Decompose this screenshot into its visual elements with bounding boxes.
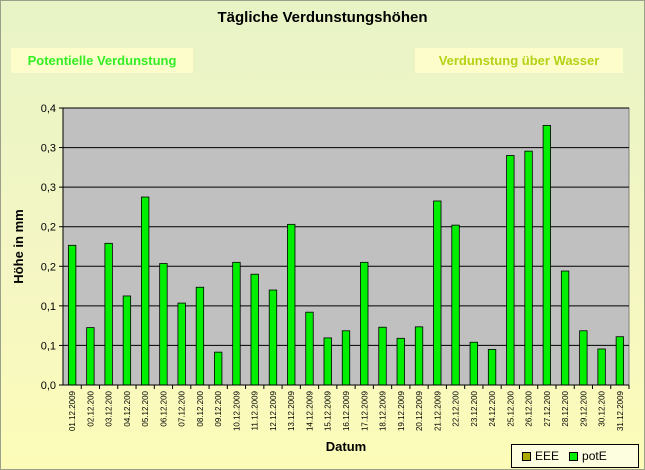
x-tick-label: 11.12.2009 — [251, 390, 260, 430]
x-tick-label: 28.12.200 — [561, 390, 570, 426]
bar — [159, 263, 168, 386]
legend-item-pote: potE — [569, 449, 607, 463]
x-tick-label: 04.12.200 — [123, 390, 132, 426]
note-water-evaporation: Verdunstung über Wasser — [415, 48, 623, 73]
legend-label-pote: potE — [582, 449, 607, 463]
bar — [195, 286, 205, 386]
bar — [414, 326, 424, 386]
note-potential-evaporation: Potentielle Verdunstung — [11, 48, 193, 73]
chart-title: Tägliche Verdunstungshöhen — [217, 9, 428, 26]
bar — [141, 196, 150, 386]
x-tick-label: 24.12.200 — [488, 390, 497, 426]
y-tick-labels: 0,0 0,1 0,1 0,2 0,2 0,3 0,3 0,4 — [41, 103, 56, 392]
bar — [214, 351, 223, 386]
bar — [597, 348, 606, 386]
bar — [378, 326, 387, 386]
x-tick-label: 29.12.200 — [579, 390, 588, 426]
legend-swatch-eee — [522, 451, 531, 461]
bar — [268, 289, 278, 386]
bar — [615, 336, 625, 386]
legend-item-eee: EEE — [522, 449, 559, 463]
x-tick-label: 30.12.200 — [598, 390, 607, 426]
y-tick-label: 0,2 — [41, 261, 56, 273]
bar — [287, 223, 296, 386]
x-tick-label: 20.12.2009 — [415, 390, 424, 431]
x-tick-label: 07.12.200 — [178, 390, 187, 426]
bar — [451, 224, 460, 386]
x-tick-label: 06.12.200 — [159, 390, 168, 426]
x-tick-label: 17.12.2009 — [360, 390, 369, 431]
x-tick-label: 27.12.200 — [543, 390, 552, 426]
x-tick-label: 09.12.200 — [214, 390, 223, 426]
x-tick-label: 15.12.2009 — [324, 390, 333, 431]
bar — [323, 337, 332, 386]
x-tick-label: 01.12.2009 — [68, 390, 77, 431]
x-tick-label: 12.12.2009 — [269, 390, 278, 431]
x-axis-title: Datum — [326, 439, 366, 454]
x-tick-label: 21.12.2009 — [433, 390, 442, 431]
legend-swatch-pote — [569, 451, 579, 461]
x-tick-label: 31.12.2009 — [616, 390, 625, 431]
x-tick-label: 14.12.2009 — [305, 390, 314, 431]
gridlines — [63, 107, 629, 346]
legend: EEE potE — [511, 444, 639, 468]
x-tick-label: 19.12.2009 — [397, 390, 406, 431]
legend-label-eee: EEE — [535, 449, 560, 463]
bar — [524, 150, 533, 386]
x-tick-label: 22.12.200 — [452, 390, 461, 426]
bar — [542, 125, 551, 386]
x-tick-label: 10.12.2009 — [232, 390, 241, 431]
bar — [232, 261, 241, 386]
bar — [396, 337, 405, 386]
x-tick-label: 18.12.2009 — [379, 390, 388, 431]
bar — [469, 341, 478, 386]
x-tick-label: 26.12.200 — [525, 390, 534, 426]
bar — [305, 311, 314, 386]
x-tick-label: 13.12.2009 — [287, 390, 296, 431]
bar — [560, 270, 570, 386]
bar — [104, 242, 113, 386]
bar — [67, 244, 77, 386]
bar — [360, 261, 369, 386]
bar — [487, 348, 497, 386]
x-tick-labels: 01.12.2009 02.12.200 03.12.200 04.12.200 05.… — [68, 390, 625, 431]
bar — [506, 155, 515, 386]
x-tick-label: 25.12.200 — [506, 390, 515, 426]
bar — [86, 327, 95, 386]
bar — [341, 330, 351, 386]
x-tick-label: 08.12.200 — [196, 390, 205, 426]
x-tick-label: 03.12.200 — [105, 390, 114, 426]
bar — [579, 330, 588, 386]
x-tick-label: 16.12.2009 — [342, 390, 351, 431]
y-tick-label: 0,2 — [41, 222, 56, 234]
y-tick-label: 0,3 — [41, 143, 56, 155]
axes — [59, 107, 630, 389]
y-tick-label: 0,1 — [41, 340, 56, 352]
x-tick-label: 23.12.200 — [470, 390, 479, 426]
y-axis-title: Höhe in mm — [11, 209, 26, 283]
y-tick-label: 0,1 — [41, 301, 56, 313]
bar — [122, 295, 132, 386]
bar — [177, 302, 186, 386]
y-tick-label: 0,3 — [41, 182, 56, 194]
bar — [433, 200, 442, 386]
x-tick-label: 02.12.200 — [86, 390, 95, 426]
y-tick-label: 0,0 — [41, 380, 56, 392]
y-tick-label: 0,4 — [41, 103, 56, 115]
x-tick-label: 05.12.200 — [141, 390, 150, 426]
bar — [250, 273, 259, 386]
